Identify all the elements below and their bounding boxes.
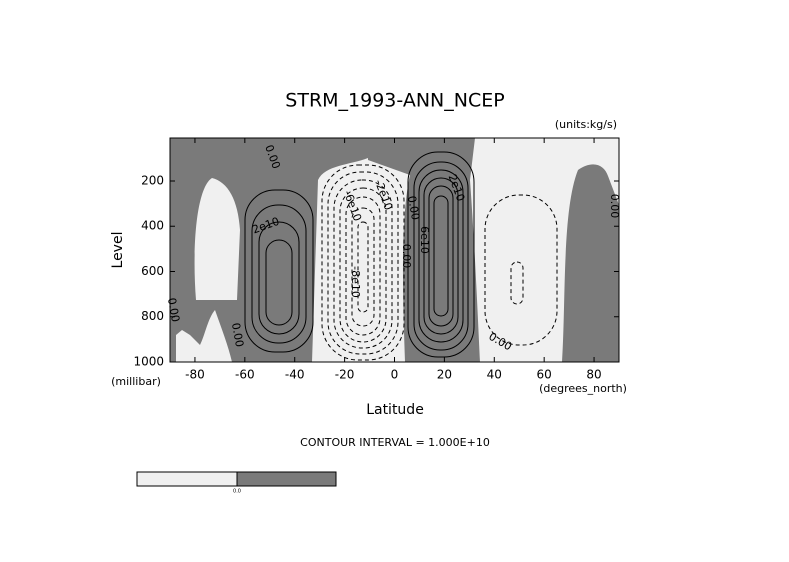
contour-label: 0.00 [400,244,413,269]
contour-line [339,187,387,343]
x-tick-label: -80 [185,368,205,382]
x-tick-label: 60 [537,368,552,382]
contour-label: 0.00 [165,297,182,323]
colorbar-cell [136,471,238,487]
contours [244,151,558,361]
contour-label: 6e10 [418,226,431,254]
colorbar-label: 0.0 [233,489,241,495]
x-tick-label: -60 [235,368,255,382]
contour-line [327,171,399,355]
contour-line [351,207,375,327]
contour-label: -8e10 [349,266,362,298]
contour-line [251,204,307,344]
contour-label: 0.00 [608,194,621,219]
colorbar-cell [236,471,337,487]
contour-line [433,195,449,317]
contour-line [345,196,381,336]
contour-line [484,194,558,346]
y-tick-label: 200 [141,173,164,187]
contour-line [510,261,524,305]
contour-line [258,221,300,335]
x-axis-label: Latitude [366,402,424,418]
x-tick-label: 0 [391,368,399,382]
y-tick-label: 1000 [133,355,164,369]
positive-region [562,164,619,362]
contour-label: 0.00 [405,195,422,221]
contour-line [407,151,475,358]
chart-title: STRM_1993-ANN_NCEP [285,90,504,112]
x-units: (degrees_north) [539,382,627,395]
y-tick-label: 600 [141,264,164,278]
x-tick-label: 80 [586,368,601,382]
contour-interval: CONTOUR INTERVAL = 1.000E+10 [300,436,490,449]
y-axis-label: Level [110,232,126,269]
y-units: (millibar) [111,375,161,388]
x-tick-label: 20 [437,368,452,382]
contour-line [413,161,469,351]
contour-line [265,239,293,326]
x-tick-label: 40 [487,368,502,382]
x-tick-label: -20 [335,368,355,382]
y-tick-label: 400 [141,219,164,233]
positive-region [170,138,368,362]
contour-line [244,189,314,353]
plot-area [169,137,620,363]
contour-line [321,164,405,361]
contour-line [357,221,369,313]
contour-line [333,179,393,349]
contour-line [423,177,459,335]
units: (units:kg/s) [555,118,617,131]
contour-line [418,169,464,343]
contour-line [428,185,454,327]
colorbar: 0.0 [136,471,337,495]
x-tick-label: -40 [285,368,305,382]
y-tick-label: 800 [141,309,164,323]
contour-label: 0.00 [229,322,246,348]
